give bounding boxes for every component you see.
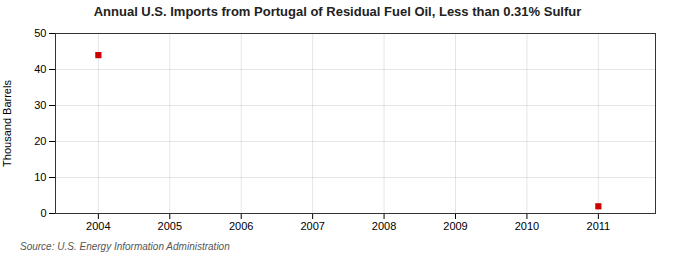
svg-text:Thousand Barrels: Thousand Barrels — [1, 80, 13, 167]
svg-text:50: 50 — [34, 27, 46, 39]
svg-text:10: 10 — [34, 171, 46, 183]
svg-text:2005: 2005 — [158, 220, 182, 232]
svg-text:2010: 2010 — [515, 220, 539, 232]
svg-text:30: 30 — [34, 99, 46, 111]
svg-text:2007: 2007 — [300, 220, 324, 232]
svg-text:2004: 2004 — [86, 220, 110, 232]
svg-text:2006: 2006 — [229, 220, 253, 232]
html-text:Annual U.S. Imports from Portu: Annual U.S. Imports from Portugal of Res… — [93, 4, 582, 19]
svg-text:2009: 2009 — [443, 220, 467, 232]
html-text:Source: U.S. Energy Informatio: Source: U.S. Energy Information Administ… — [20, 241, 230, 252]
svg-text:2011: 2011 — [587, 220, 611, 232]
svg-text:2008: 2008 — [372, 220, 396, 232]
svg-text:20: 20 — [34, 135, 46, 147]
svg-text:40: 40 — [34, 63, 46, 75]
svg-text:0: 0 — [40, 207, 46, 219]
